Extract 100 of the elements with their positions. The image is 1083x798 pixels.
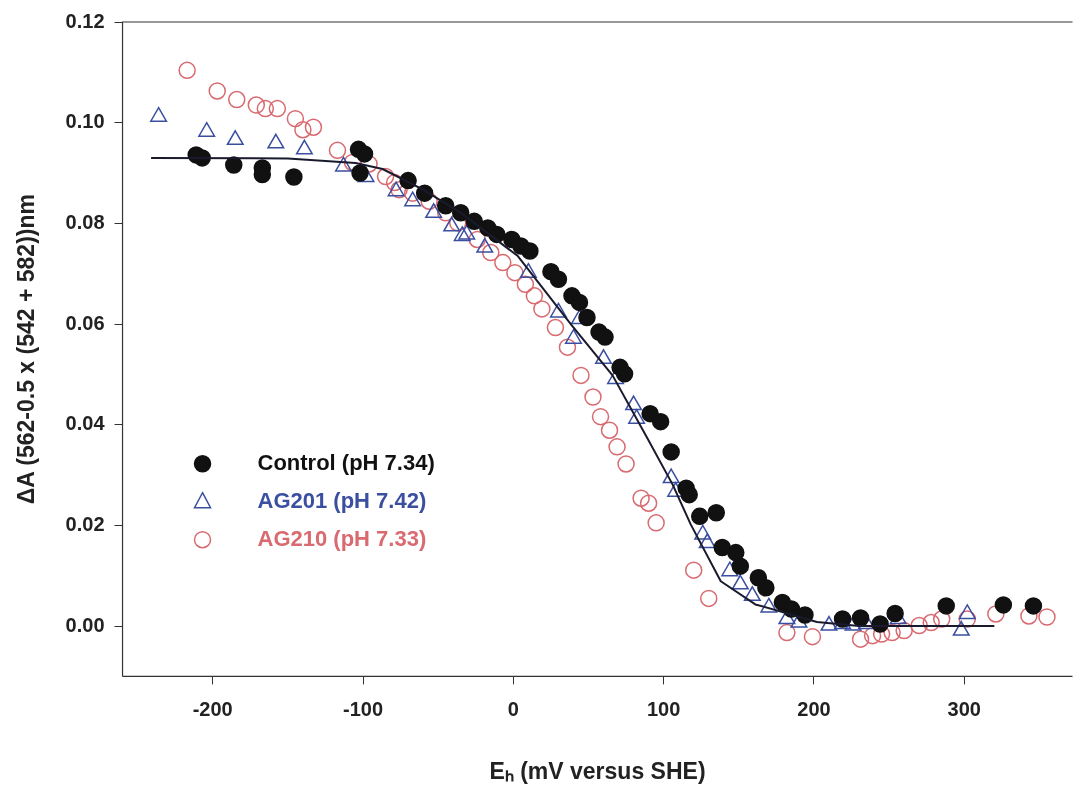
- point: [651, 412, 670, 431]
- x-tick-label: 100: [646, 697, 681, 720]
- point: [420, 192, 438, 210]
- point: [268, 99, 287, 118]
- point: [328, 141, 347, 160]
- legend-label: Control (pH 7.34): [257, 449, 435, 475]
- point: [208, 82, 226, 100]
- point: [468, 230, 487, 249]
- point: [516, 275, 535, 294]
- point: [533, 300, 551, 318]
- legend-label: AG210 (pH 7.33): [257, 525, 427, 551]
- point: [987, 605, 1005, 623]
- point: [1024, 597, 1043, 615]
- point: [958, 604, 976, 620]
- point: [1020, 607, 1038, 625]
- point: [694, 524, 712, 540]
- point: [647, 514, 665, 532]
- point: [286, 109, 305, 128]
- point: [851, 630, 870, 648]
- point: [482, 243, 500, 262]
- point: [578, 308, 596, 327]
- point: [778, 623, 796, 642]
- point: [731, 574, 749, 590]
- point: [895, 621, 913, 640]
- point: [922, 613, 940, 632]
- legend-label: AG201 (pH 7.42): [257, 487, 427, 513]
- x-tick-label: -200: [192, 697, 233, 720]
- x-tick-label: 300: [947, 697, 981, 720]
- point: [883, 623, 901, 642]
- point: [376, 167, 395, 186]
- point: [615, 365, 634, 383]
- point: [506, 263, 524, 282]
- point: [662, 468, 680, 484]
- point: [570, 293, 589, 312]
- x-tick-label: -100: [343, 697, 384, 720]
- point: [994, 596, 1013, 614]
- point: [453, 226, 471, 242]
- point: [178, 61, 196, 80]
- point: [1038, 608, 1056, 626]
- x-tick-label: 200: [797, 697, 831, 720]
- point: [228, 90, 246, 109]
- y-tick-label: 0.02: [65, 512, 105, 535]
- point: [639, 494, 658, 512]
- point: [731, 557, 750, 575]
- point: [937, 597, 955, 615]
- point: [617, 455, 635, 473]
- point: [662, 443, 680, 461]
- y-tick-label: 0.08: [65, 210, 105, 233]
- point: [594, 349, 613, 365]
- x-axis-title: Eₕ (mV versus SHE): [489, 757, 706, 784]
- point: [247, 96, 266, 114]
- point: [851, 609, 870, 627]
- point: [546, 318, 565, 337]
- point: [351, 164, 369, 182]
- point: [625, 395, 643, 411]
- point: [294, 120, 312, 139]
- point: [572, 366, 590, 385]
- point: [684, 561, 703, 579]
- y-tick-label: 0.00: [65, 613, 105, 636]
- point: [385, 173, 404, 192]
- point: [721, 561, 739, 577]
- point: [226, 130, 244, 146]
- y-tick-label: 0.10: [65, 110, 105, 133]
- point: [608, 438, 626, 456]
- point: [404, 191, 422, 207]
- point: [707, 504, 726, 522]
- point: [549, 270, 568, 288]
- point: [699, 589, 718, 608]
- point: [425, 203, 443, 219]
- point: [886, 604, 904, 623]
- point: [698, 533, 716, 549]
- point: [910, 616, 928, 635]
- point: [803, 627, 822, 646]
- point: [757, 579, 775, 597]
- y-tick-label: 0.04: [65, 412, 106, 435]
- point: [600, 421, 619, 439]
- point: [632, 489, 650, 507]
- point: [558, 338, 577, 356]
- point: [743, 586, 761, 602]
- y-axis-title: ΔA (562-0.5 x (542 + 582))nm: [13, 194, 40, 505]
- point: [591, 407, 610, 426]
- point: [225, 156, 243, 174]
- point: [713, 538, 732, 557]
- point: [521, 242, 539, 260]
- point: [760, 597, 778, 613]
- point: [690, 507, 709, 526]
- point: [304, 118, 323, 136]
- y-tick-label: 0.12: [65, 9, 105, 32]
- point: [256, 99, 275, 118]
- point: [596, 328, 614, 346]
- point: [355, 145, 374, 163]
- point: [958, 610, 977, 628]
- point: [863, 626, 882, 645]
- point: [584, 388, 602, 406]
- point: [525, 287, 544, 305]
- x-tick-label: 0: [507, 697, 519, 720]
- point: [932, 610, 951, 628]
- point: [494, 253, 512, 272]
- point: [727, 543, 745, 562]
- point: [285, 168, 303, 186]
